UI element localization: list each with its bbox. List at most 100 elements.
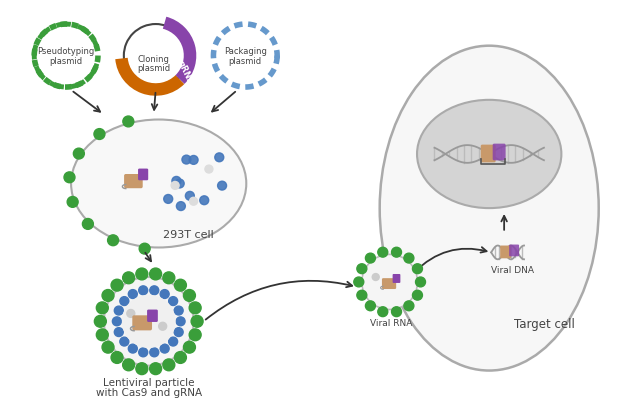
- Circle shape: [104, 277, 194, 366]
- Circle shape: [412, 290, 422, 300]
- Circle shape: [169, 297, 178, 306]
- Circle shape: [123, 359, 135, 371]
- Circle shape: [215, 153, 224, 162]
- Circle shape: [97, 329, 108, 341]
- Circle shape: [94, 129, 105, 140]
- Circle shape: [120, 297, 129, 306]
- Circle shape: [176, 317, 185, 326]
- Circle shape: [200, 196, 209, 205]
- Circle shape: [174, 352, 186, 363]
- Circle shape: [183, 290, 196, 301]
- Text: plasmid: plasmid: [50, 57, 83, 66]
- Text: gRNA: gRNA: [176, 60, 195, 87]
- Circle shape: [163, 272, 175, 284]
- Circle shape: [372, 274, 379, 280]
- Circle shape: [136, 268, 148, 280]
- Circle shape: [114, 306, 123, 315]
- Circle shape: [176, 202, 186, 210]
- Circle shape: [357, 264, 367, 274]
- Ellipse shape: [417, 100, 561, 208]
- Text: Viral RNA: Viral RNA: [371, 319, 413, 328]
- Circle shape: [391, 247, 401, 257]
- Circle shape: [174, 279, 186, 291]
- Text: Cloning: Cloning: [138, 55, 169, 64]
- Circle shape: [354, 277, 364, 287]
- Text: Packaging: Packaging: [224, 47, 267, 56]
- FancyBboxPatch shape: [382, 278, 396, 289]
- Circle shape: [362, 254, 417, 310]
- Text: plasmid: plasmid: [137, 64, 170, 73]
- Circle shape: [164, 194, 173, 203]
- Circle shape: [139, 286, 148, 295]
- Circle shape: [108, 235, 118, 246]
- Circle shape: [189, 156, 198, 164]
- Circle shape: [128, 290, 137, 298]
- Circle shape: [150, 363, 161, 374]
- FancyBboxPatch shape: [493, 144, 506, 160]
- Circle shape: [112, 317, 121, 326]
- Circle shape: [175, 179, 184, 188]
- Text: Cas9: Cas9: [135, 31, 161, 48]
- Text: with Cas9 and gRNA: with Cas9 and gRNA: [96, 388, 202, 398]
- Circle shape: [412, 264, 422, 274]
- Circle shape: [189, 302, 201, 314]
- Circle shape: [150, 268, 161, 280]
- Circle shape: [136, 363, 148, 374]
- Circle shape: [114, 328, 123, 336]
- Circle shape: [174, 328, 183, 336]
- Circle shape: [416, 277, 426, 287]
- Circle shape: [67, 196, 78, 207]
- Circle shape: [94, 316, 107, 327]
- Circle shape: [169, 337, 178, 346]
- Circle shape: [122, 295, 176, 348]
- Circle shape: [102, 290, 114, 301]
- Circle shape: [189, 329, 201, 341]
- Circle shape: [378, 307, 388, 317]
- Circle shape: [74, 148, 84, 159]
- Circle shape: [128, 344, 137, 353]
- Circle shape: [111, 352, 123, 363]
- Circle shape: [82, 218, 93, 229]
- Circle shape: [123, 272, 135, 284]
- Circle shape: [139, 348, 148, 357]
- Text: Pseudotyping: Pseudotyping: [37, 47, 95, 56]
- Text: Lentiviral particle: Lentiviral particle: [103, 378, 194, 388]
- Ellipse shape: [71, 120, 246, 248]
- Circle shape: [159, 322, 166, 330]
- FancyBboxPatch shape: [500, 246, 511, 258]
- FancyBboxPatch shape: [138, 168, 148, 180]
- Circle shape: [391, 307, 401, 317]
- Circle shape: [205, 165, 213, 173]
- FancyBboxPatch shape: [481, 145, 496, 162]
- FancyBboxPatch shape: [509, 244, 519, 256]
- Text: 293T cell: 293T cell: [163, 230, 214, 240]
- Circle shape: [139, 243, 150, 254]
- Circle shape: [189, 197, 197, 205]
- Circle shape: [172, 176, 181, 185]
- Circle shape: [97, 302, 108, 314]
- Circle shape: [111, 279, 123, 291]
- Circle shape: [127, 310, 135, 317]
- Circle shape: [102, 341, 114, 353]
- Circle shape: [186, 191, 194, 200]
- Circle shape: [366, 301, 376, 311]
- Circle shape: [378, 247, 388, 257]
- Circle shape: [64, 172, 75, 183]
- Circle shape: [183, 341, 196, 353]
- Text: Viral DNA: Viral DNA: [490, 266, 534, 275]
- Circle shape: [404, 301, 414, 311]
- FancyBboxPatch shape: [392, 274, 401, 283]
- Circle shape: [123, 116, 134, 127]
- Circle shape: [120, 337, 129, 346]
- Circle shape: [171, 182, 179, 189]
- Circle shape: [357, 290, 367, 300]
- FancyBboxPatch shape: [124, 174, 143, 188]
- Text: plasmid: plasmid: [229, 57, 262, 66]
- Circle shape: [150, 286, 159, 295]
- Circle shape: [366, 253, 376, 263]
- Circle shape: [217, 181, 227, 190]
- Text: Target cell: Target cell: [513, 318, 574, 331]
- Circle shape: [163, 359, 175, 371]
- Circle shape: [174, 306, 183, 315]
- FancyBboxPatch shape: [132, 315, 152, 330]
